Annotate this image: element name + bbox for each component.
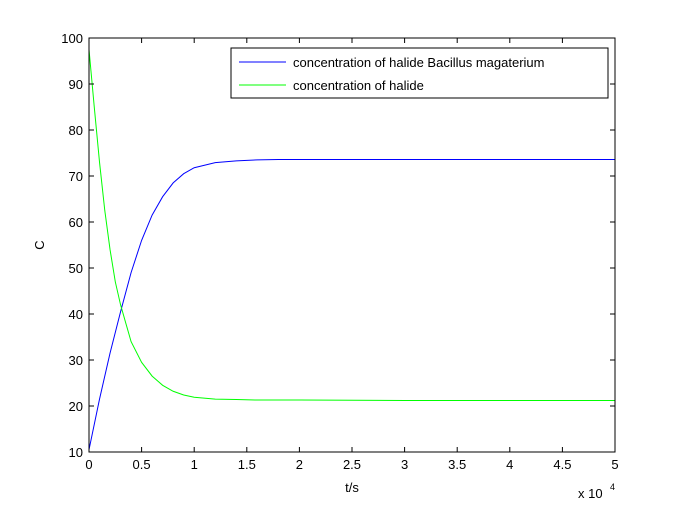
legend-label-series-2: concentration of halide [293, 78, 424, 93]
x-tick-label: 3.5 [448, 457, 466, 472]
y-tick-label: 20 [69, 399, 83, 414]
x-tick-label: 1.5 [238, 457, 256, 472]
y-tick-label: 70 [69, 169, 83, 184]
y-tick-label: 90 [69, 77, 83, 92]
x-tick-label: 0 [85, 457, 92, 472]
legend-label-series-1: concentration of halide Bacillus magater… [293, 55, 544, 70]
y-tick-label: 30 [69, 353, 83, 368]
x-tick-label: 2.5 [343, 457, 361, 472]
x-tick-label: 4 [506, 457, 513, 472]
legend-box [230, 47, 609, 99]
x-multiplier-exponent: 4 [610, 482, 615, 492]
plot-area [89, 38, 615, 452]
x-tick-label: 2 [296, 457, 303, 472]
x-multiplier-label: x 10 [578, 486, 603, 501]
x-tick-label: 1 [191, 457, 198, 472]
x-tick-label: 5 [611, 457, 618, 472]
y-tick-label: 40 [69, 307, 83, 322]
series-line-1 [88, 158, 615, 450]
y-tick-label: 80 [69, 123, 83, 138]
x-axis-label: t/s [345, 480, 359, 495]
y-tick-label: 10 [69, 445, 83, 460]
x-tick-label: 0.5 [133, 457, 151, 472]
y-tick-label: 60 [69, 215, 83, 230]
x-tick-label: 4.5 [553, 457, 571, 472]
y-axis-label: C [32, 240, 47, 249]
ticks-layer: 0 0.5 1 1.5 2 2.5 3 3.5 4 4.5 5 10 20 30 40 50 60 70 80 90 1… [61, 31, 618, 472]
y-tick-label: 100 [61, 31, 83, 46]
x-multiplier: x 10 4 [578, 482, 615, 501]
series-line-2 [88, 49, 615, 401]
y-tick-label: 50 [69, 261, 83, 276]
legend: concentration of halide Bacillus magater… [230, 47, 609, 99]
x-tick-label: 3 [401, 457, 408, 472]
series-layer [88, 49, 615, 450]
